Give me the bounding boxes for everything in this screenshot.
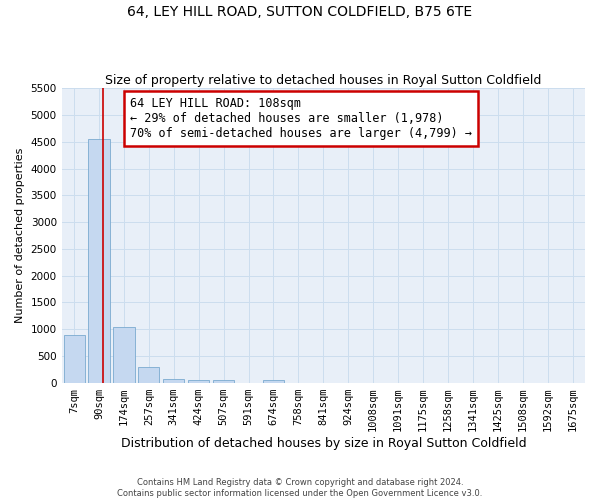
Bar: [138, 367, 160, 383]
Bar: [113, 326, 134, 383]
Bar: [188, 380, 209, 383]
Y-axis label: Number of detached properties: Number of detached properties: [15, 148, 25, 323]
Bar: [64, 334, 85, 383]
Text: 64 LEY HILL ROAD: 108sqm
← 29% of detached houses are smaller (1,978)
70% of sem: 64 LEY HILL ROAD: 108sqm ← 29% of detach…: [130, 97, 472, 140]
Bar: [213, 380, 234, 383]
Bar: [163, 379, 184, 383]
X-axis label: Distribution of detached houses by size in Royal Sutton Coldfield: Distribution of detached houses by size …: [121, 437, 526, 450]
Bar: [88, 139, 110, 383]
Text: 64, LEY HILL ROAD, SUTTON COLDFIELD, B75 6TE: 64, LEY HILL ROAD, SUTTON COLDFIELD, B75…: [127, 5, 473, 19]
Title: Size of property relative to detached houses in Royal Sutton Coldfield: Size of property relative to detached ho…: [105, 74, 542, 87]
Bar: [263, 380, 284, 383]
Text: Contains HM Land Registry data © Crown copyright and database right 2024.
Contai: Contains HM Land Registry data © Crown c…: [118, 478, 482, 498]
